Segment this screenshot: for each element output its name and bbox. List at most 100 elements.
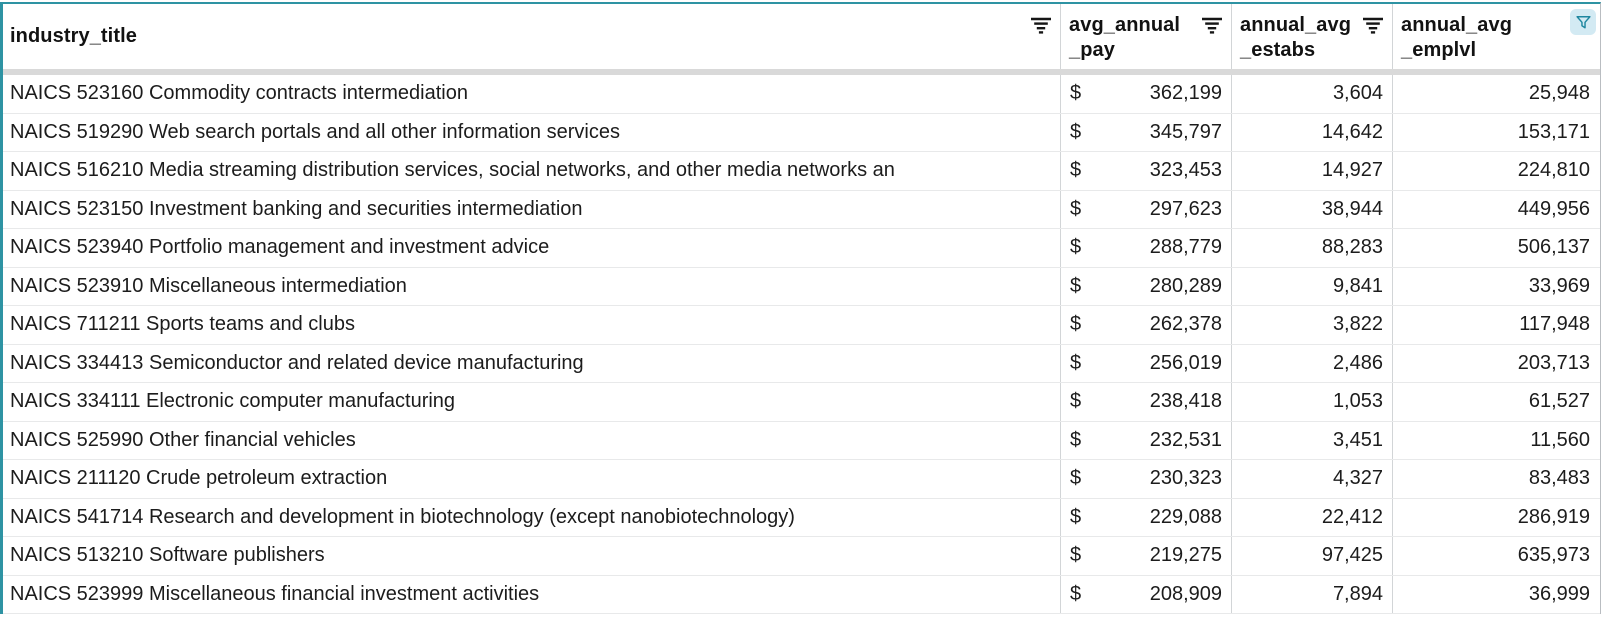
cell-annual-avg-emplvl[interactable]: 11,560 xyxy=(1393,422,1599,460)
currency-symbol: $ xyxy=(1070,313,1082,336)
emplvl-value: 11,560 xyxy=(1530,428,1590,451)
industry-title-text: NAICS 523910 Miscellaneous intermediatio… xyxy=(10,274,407,297)
cell-annual-avg-emplvl[interactable]: 83,483 xyxy=(1393,460,1599,498)
industry-title-text: NAICS 523150 Investment banking and secu… xyxy=(10,197,583,220)
cell-industry-title[interactable]: NAICS 516210 Media streaming distributio… xyxy=(3,152,1061,190)
cell-annual-avg-emplvl[interactable]: 117,948 xyxy=(1393,306,1599,344)
cell-avg-annual-pay[interactable]: $ 262,378 xyxy=(1061,306,1232,344)
cell-annual-avg-emplvl[interactable]: 506,137 xyxy=(1393,229,1599,267)
cell-avg-annual-pay[interactable]: $ 232,531 xyxy=(1061,421,1232,459)
cell-industry-title[interactable]: NAICS 525990 Other financial vehicles xyxy=(3,421,1061,459)
estabs-value: 14,642 xyxy=(1321,120,1383,143)
cell-annual-avg-estabs[interactable]: 3,822 xyxy=(1232,306,1393,344)
column-header-annual-avg-emplvl[interactable]: annual_avg _emplvl xyxy=(1393,4,1599,69)
emplvl-value: 449,956 xyxy=(1517,197,1590,220)
table-row[interactable]: NAICS 513210 Software publishers $ 219,2… xyxy=(3,537,1600,576)
cell-annual-avg-estabs[interactable]: 7,894 xyxy=(1232,575,1393,613)
cell-annual-avg-emplvl[interactable]: 286,919 xyxy=(1393,499,1599,537)
table-row[interactable]: NAICS 525990 Other financial vehicles $ … xyxy=(3,421,1600,460)
cell-annual-avg-emplvl[interactable]: 153,171 xyxy=(1393,114,1599,152)
estabs-value: 2,486 xyxy=(1332,351,1383,374)
filter-lines-icon[interactable] xyxy=(1362,17,1384,34)
table-row[interactable]: NAICS 523160 Commodity contracts interme… xyxy=(3,75,1600,114)
cell-annual-avg-estabs[interactable]: 14,927 xyxy=(1232,152,1393,190)
emplvl-value: 36,999 xyxy=(1528,582,1590,605)
cell-industry-title[interactable]: NAICS 334111 Electronic computer manufac… xyxy=(3,383,1061,421)
currency-symbol: $ xyxy=(1070,505,1082,528)
cell-avg-annual-pay[interactable]: $ 288,779 xyxy=(1061,229,1232,267)
filter-lines-icon[interactable] xyxy=(1201,17,1223,34)
cell-industry-title[interactable]: NAICS 523150 Investment banking and secu… xyxy=(3,190,1061,228)
filter-lines-icon[interactable] xyxy=(1030,17,1052,34)
pay-value: 262,378 xyxy=(1149,313,1222,336)
estabs-value: 7,894 xyxy=(1332,582,1383,605)
cell-annual-avg-estabs[interactable]: 97,425 xyxy=(1232,537,1393,575)
column-header-industry-title[interactable]: industry_title xyxy=(3,4,1061,69)
table-body: NAICS 523160 Commodity contracts interme… xyxy=(3,75,1600,614)
industry-title-text: NAICS 541714 Research and development in… xyxy=(10,505,795,528)
cell-avg-annual-pay[interactable]: $ 208,909 xyxy=(1061,575,1232,613)
emplvl-value: 635,973 xyxy=(1517,544,1590,567)
column-header-label-line1: avg_annual xyxy=(1069,14,1181,36)
cell-avg-annual-pay[interactable]: $ 256,019 xyxy=(1061,344,1232,382)
table-row[interactable]: NAICS 541714 Research and development in… xyxy=(3,498,1600,537)
industry-title-text: NAICS 523999 Miscellaneous financial inv… xyxy=(10,582,540,605)
cell-avg-annual-pay[interactable]: $ 345,797 xyxy=(1061,113,1232,151)
cell-industry-title[interactable]: NAICS 523160 Commodity contracts interme… xyxy=(3,75,1061,113)
table-row[interactable]: NAICS 334413 Semiconductor and related d… xyxy=(3,344,1600,383)
cell-avg-annual-pay[interactable]: $ 238,418 xyxy=(1061,383,1232,421)
cell-avg-annual-pay[interactable]: $ 230,323 xyxy=(1061,460,1232,498)
table-row[interactable]: NAICS 523999 Miscellaneous financial inv… xyxy=(3,575,1600,614)
cell-annual-avg-emplvl[interactable]: 203,713 xyxy=(1393,345,1599,383)
column-header-label: avg_annual _pay xyxy=(1069,13,1180,63)
cell-industry-title[interactable]: NAICS 334413 Semiconductor and related d… xyxy=(3,344,1061,382)
cell-industry-title[interactable]: NAICS 519290 Web search portals and all … xyxy=(3,113,1061,151)
cell-avg-annual-pay[interactable]: $ 297,623 xyxy=(1061,190,1232,228)
cell-annual-avg-estabs[interactable]: 2,486 xyxy=(1232,344,1393,382)
cell-avg-annual-pay[interactable]: $ 323,453 xyxy=(1061,152,1232,190)
cell-annual-avg-emplvl[interactable]: 25,948 xyxy=(1393,75,1599,113)
table-row[interactable]: NAICS 334111 Electronic computer manufac… xyxy=(3,383,1600,422)
cell-annual-avg-estabs[interactable]: 9,841 xyxy=(1232,267,1393,305)
table-row[interactable]: NAICS 711211 Sports teams and clubs $ 26… xyxy=(3,306,1600,345)
cell-industry-title[interactable]: NAICS 523999 Miscellaneous financial inv… xyxy=(3,575,1061,613)
cell-annual-avg-estabs[interactable]: 3,604 xyxy=(1232,75,1393,113)
cell-annual-avg-estabs[interactable]: 4,327 xyxy=(1232,460,1393,498)
cell-annual-avg-estabs[interactable]: 1,053 xyxy=(1232,383,1393,421)
column-header-label: annual_avg _estabs xyxy=(1240,13,1351,63)
column-header-annual-avg-estabs[interactable]: annual_avg _estabs xyxy=(1232,4,1393,69)
cell-annual-avg-estabs[interactable]: 14,642 xyxy=(1232,113,1393,151)
cell-avg-annual-pay[interactable]: $ 229,088 xyxy=(1061,498,1232,536)
cell-industry-title[interactable]: NAICS 711211 Sports teams and clubs xyxy=(3,306,1061,344)
cell-industry-title[interactable]: NAICS 541714 Research and development in… xyxy=(3,498,1061,536)
cell-annual-avg-emplvl[interactable]: 635,973 xyxy=(1393,537,1599,575)
cell-industry-title[interactable]: NAICS 523910 Miscellaneous intermediatio… xyxy=(3,267,1061,305)
currency-symbol: $ xyxy=(1070,236,1082,259)
cell-avg-annual-pay[interactable]: $ 219,275 xyxy=(1061,537,1232,575)
cell-annual-avg-emplvl[interactable]: 449,956 xyxy=(1393,191,1599,229)
table-row[interactable]: NAICS 523910 Miscellaneous intermediatio… xyxy=(3,267,1600,306)
column-header-avg-annual-pay[interactable]: avg_annual _pay xyxy=(1061,4,1232,69)
emplvl-value: 33,969 xyxy=(1528,274,1590,297)
cell-industry-title[interactable]: NAICS 523940 Portfolio management and in… xyxy=(3,229,1061,267)
table-row[interactable]: NAICS 211120 Crude petroleum extraction … xyxy=(3,460,1600,499)
column-header-label-line1: annual_avg xyxy=(1240,14,1352,36)
cell-annual-avg-emplvl[interactable]: 33,969 xyxy=(1393,268,1599,306)
table-row[interactable]: NAICS 523150 Investment banking and secu… xyxy=(3,190,1600,229)
cell-annual-avg-emplvl[interactable]: 224,810 xyxy=(1393,152,1599,190)
filter-funnel-icon-active[interactable] xyxy=(1570,9,1596,35)
cell-annual-avg-estabs[interactable]: 22,412 xyxy=(1232,498,1393,536)
cell-annual-avg-estabs[interactable]: 38,944 xyxy=(1232,190,1393,228)
table-row[interactable]: NAICS 519290 Web search portals and all … xyxy=(3,113,1600,152)
cell-industry-title[interactable]: NAICS 211120 Crude petroleum extraction xyxy=(3,460,1061,498)
cell-annual-avg-estabs[interactable]: 88,283 xyxy=(1232,229,1393,267)
cell-avg-annual-pay[interactable]: $ 280,289 xyxy=(1061,267,1232,305)
cell-avg-annual-pay[interactable]: $ 362,199 xyxy=(1061,75,1232,113)
table-row[interactable]: NAICS 523940 Portfolio management and in… xyxy=(3,229,1600,268)
cell-annual-avg-estabs[interactable]: 3,451 xyxy=(1232,421,1393,459)
emplvl-value: 25,948 xyxy=(1528,82,1590,105)
cell-annual-avg-emplvl[interactable]: 61,527 xyxy=(1393,383,1599,421)
cell-industry-title[interactable]: NAICS 513210 Software publishers xyxy=(3,537,1061,575)
cell-annual-avg-emplvl[interactable]: 36,999 xyxy=(1393,576,1599,614)
table-row[interactable]: NAICS 516210 Media streaming distributio… xyxy=(3,152,1600,191)
